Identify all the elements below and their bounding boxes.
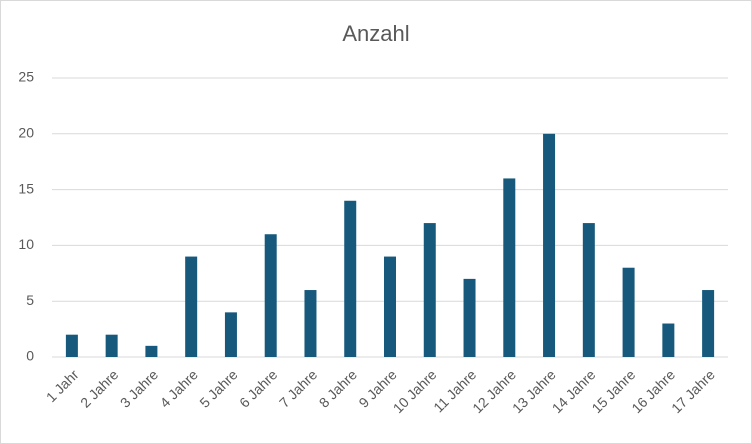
- bar: [463, 278, 476, 357]
- bar: [145, 345, 158, 357]
- bar: [185, 256, 198, 357]
- y-tick-label: 5: [26, 292, 34, 308]
- bar: [344, 200, 357, 357]
- bar: [622, 267, 635, 357]
- bar: [582, 223, 595, 357]
- bar: [224, 312, 237, 357]
- y-tick-label: 10: [18, 236, 34, 252]
- bar: [384, 256, 396, 357]
- y-tick-label: 15: [18, 180, 34, 196]
- bar: [65, 334, 78, 357]
- bar: [304, 290, 317, 357]
- bar: [702, 290, 715, 357]
- chart-title: Anzahl: [342, 21, 409, 46]
- bar: [543, 133, 556, 357]
- y-tick-label: 0: [26, 348, 34, 364]
- bar: [423, 223, 436, 357]
- bar: [662, 323, 675, 357]
- bar: [503, 178, 516, 357]
- y-tick-label: 25: [18, 69, 34, 85]
- bar: [105, 334, 118, 357]
- y-tick-label: 20: [18, 125, 34, 141]
- bar: [264, 234, 277, 357]
